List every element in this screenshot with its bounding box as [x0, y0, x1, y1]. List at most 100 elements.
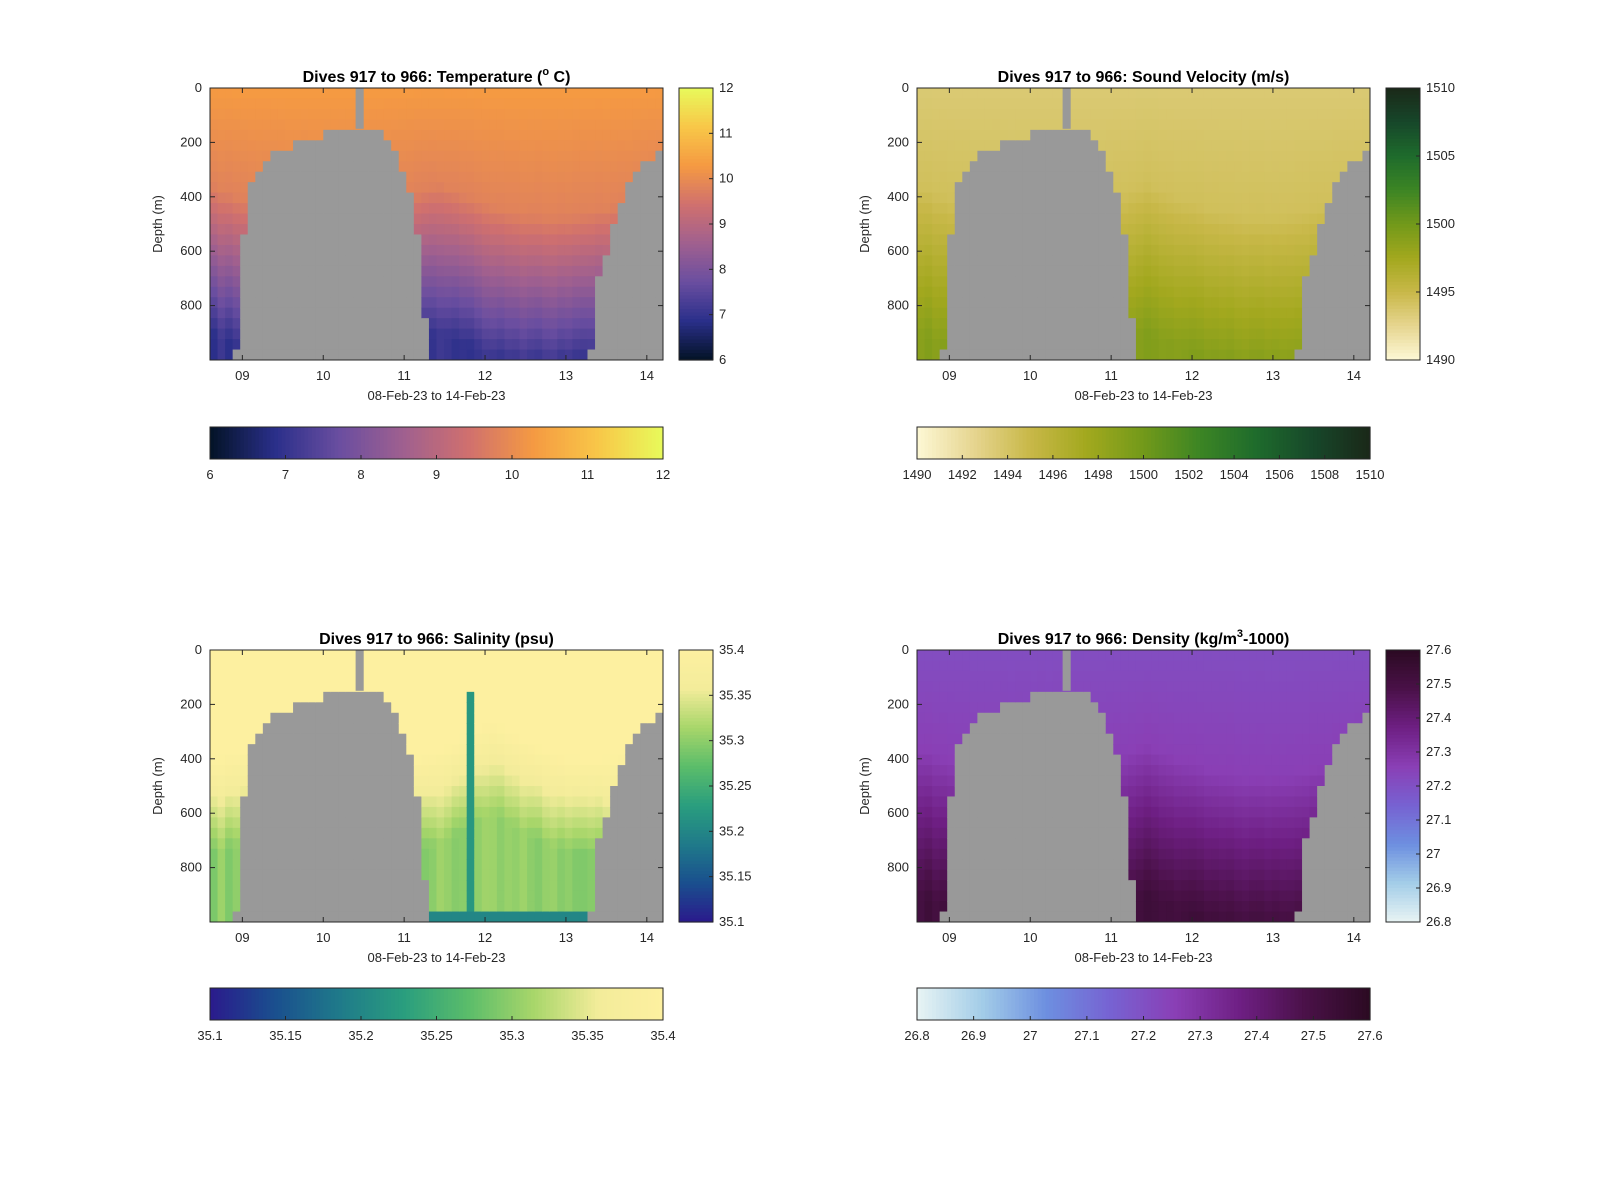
heatmap-cell	[277, 744, 287, 756]
heatmap-cell	[300, 827, 309, 839]
heatmap-cell	[489, 806, 498, 818]
heatmap-cell	[534, 339, 543, 351]
heatmap-cell	[293, 234, 302, 246]
heatmap-cell	[549, 670, 558, 682]
colorbar-swatch	[988, 427, 994, 459]
heatmap-cell	[383, 161, 392, 173]
heatmap-cell	[459, 702, 468, 714]
heatmap-cell	[451, 318, 460, 330]
heatmap-cell	[451, 796, 460, 808]
colorbar-swatch	[338, 427, 343, 459]
heatmap-cell	[496, 129, 506, 141]
colorbar-swatch	[1386, 237, 1420, 242]
heatmap-cell	[361, 712, 370, 724]
heatmap-cell	[391, 691, 400, 703]
colorbar-swatch	[1386, 292, 1420, 296]
heatmap-cell	[1196, 265, 1205, 277]
heatmap-cell	[504, 224, 513, 236]
heatmap-cell	[579, 108, 589, 120]
heatmap-cell	[225, 817, 234, 829]
heatmap-cell	[572, 660, 581, 672]
heatmap-cell	[542, 806, 551, 818]
heatmap-cell	[474, 318, 483, 330]
heatmap-cell	[632, 213, 641, 225]
heatmap-cell	[1045, 349, 1054, 360]
colorbar-swatch	[679, 319, 713, 324]
heatmap-cell	[1083, 161, 1092, 173]
heatmap-cell	[1302, 265, 1311, 277]
heatmap-cell	[217, 733, 226, 745]
heatmap-cell	[549, 681, 558, 693]
colorbar-swatch	[928, 427, 933, 459]
heatmap-cell	[1075, 129, 1084, 141]
heatmap-cell	[1181, 255, 1190, 267]
heatmap-cell	[1332, 255, 1341, 267]
heatmap-cell	[398, 691, 407, 703]
heatmap-cell	[1030, 161, 1039, 173]
heatmap-cell	[1045, 129, 1054, 141]
heatmap-cell	[466, 911, 475, 922]
heatmap-cell	[421, 911, 430, 922]
heatmap-cell	[954, 328, 963, 340]
colorbar-swatch	[1386, 261, 1420, 266]
heatmap-cell	[466, 234, 475, 246]
heatmap-cell	[1309, 119, 1318, 131]
heatmap-cell	[1166, 108, 1175, 120]
heatmap-cell	[323, 650, 332, 662]
heatmap-cell	[1030, 150, 1039, 162]
heatmap-cell	[1007, 276, 1016, 288]
heatmap-cell	[436, 859, 445, 871]
heatmap-cell	[1158, 339, 1167, 351]
heatmap-cell	[534, 890, 543, 902]
heatmap-cell	[308, 297, 317, 309]
heatmap-cell	[1128, 98, 1137, 110]
heatmap-cell	[315, 129, 324, 141]
heatmap-cell	[1324, 182, 1333, 194]
heatmap-cell	[1151, 244, 1160, 256]
heatmap-cell	[451, 203, 460, 215]
heatmap-cell	[1286, 328, 1296, 340]
heatmap-cell	[632, 182, 641, 194]
heatmap-cell	[406, 213, 415, 225]
heatmap-cell	[984, 161, 994, 173]
heatmap-cell	[1264, 276, 1273, 288]
colorbar-swatch	[1309, 427, 1314, 459]
heatmap-cell	[640, 224, 649, 236]
heatmap-cell	[617, 161, 626, 173]
heatmap-cell	[451, 339, 460, 351]
heatmap-cell	[1128, 244, 1137, 256]
heatmap-cell	[1068, 98, 1077, 110]
heatmap-cell	[262, 890, 271, 902]
heatmap-cell	[308, 265, 317, 277]
heatmap-cell	[504, 161, 513, 173]
colorbar-swatch	[1386, 122, 1420, 126]
heatmap-cell	[285, 265, 294, 277]
heatmap-cell	[330, 827, 339, 839]
heatmap-cell	[277, 213, 287, 225]
heatmap-cell	[655, 339, 663, 351]
heatmap-cell	[466, 806, 475, 818]
heatmap-cell	[225, 806, 234, 818]
heatmap-cell	[1105, 182, 1114, 194]
heatmap-cell	[285, 119, 294, 131]
heatmap-cell	[315, 691, 324, 703]
heatmap-cell	[459, 911, 468, 922]
heatmap-cell	[1249, 234, 1258, 246]
x-axis-label: 08-Feb-23 to 14-Feb-23	[1074, 388, 1212, 403]
heatmap-cell	[1000, 318, 1009, 330]
heatmap-cell	[459, 307, 468, 319]
heatmap-cell	[557, 765, 566, 777]
heatmap-cell	[444, 265, 453, 277]
heatmap-cell	[962, 255, 971, 267]
heatmap-cell	[549, 318, 558, 330]
heatmap-cell	[255, 901, 264, 913]
heatmap-cell	[527, 848, 536, 860]
heatmap-cell	[572, 775, 581, 787]
heatmap-cell	[1075, 98, 1084, 110]
heatmap-cell	[308, 712, 317, 724]
heatmap-cell	[376, 838, 385, 850]
colorbar-swatch	[583, 427, 589, 459]
heatmap-cell	[632, 297, 641, 309]
heatmap-cell	[1173, 224, 1182, 236]
heatmap-cell	[917, 203, 926, 215]
